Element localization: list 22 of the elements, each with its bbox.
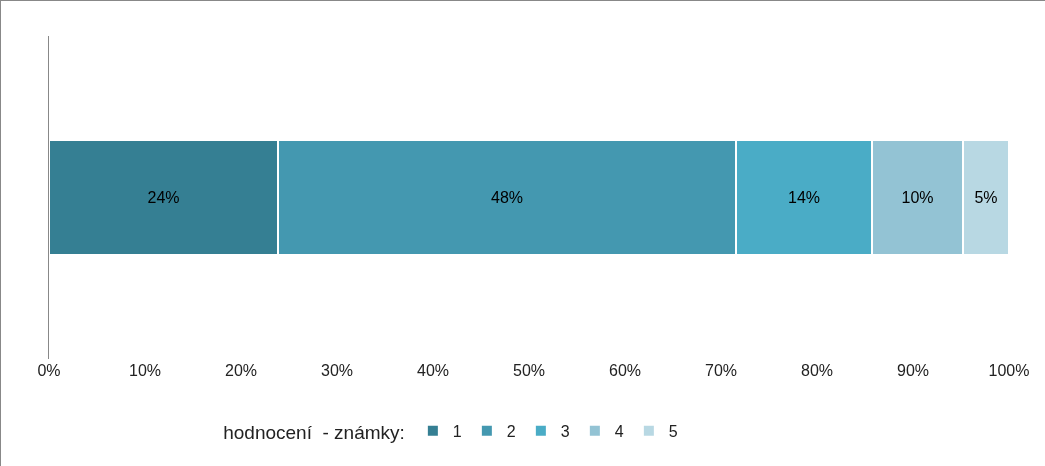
data-label: 10% bbox=[901, 189, 934, 206]
data-label: 5% bbox=[974, 189, 998, 206]
legend-label: 3 bbox=[560, 423, 570, 441]
x-tick-label: 20% bbox=[224, 362, 258, 379]
x-tick-label: 70% bbox=[704, 362, 738, 379]
x-tick-label: 90% bbox=[896, 362, 930, 379]
x-tick-label: 40% bbox=[416, 362, 450, 379]
data-label: 24% bbox=[147, 189, 180, 206]
data-label: 48% bbox=[490, 189, 524, 206]
x-tick-label: 80% bbox=[800, 362, 834, 379]
x-tick-label: 10% bbox=[128, 362, 162, 379]
x-tick-label: 60% bbox=[608, 362, 642, 379]
x-tick-label: 50% bbox=[512, 362, 546, 379]
legend-label: 5 bbox=[668, 423, 678, 441]
legend-title: hodnocení - známky: bbox=[223, 421, 405, 443]
x-tick-label: 100% bbox=[988, 362, 1030, 379]
x-tick-label: 0% bbox=[37, 362, 61, 379]
legend-label: 4 bbox=[614, 423, 624, 441]
legend-label: 2 bbox=[506, 423, 516, 441]
data-label: 14% bbox=[787, 189, 821, 206]
x-tick-label: 30% bbox=[320, 362, 354, 379]
legend-label: 1 bbox=[452, 423, 462, 441]
